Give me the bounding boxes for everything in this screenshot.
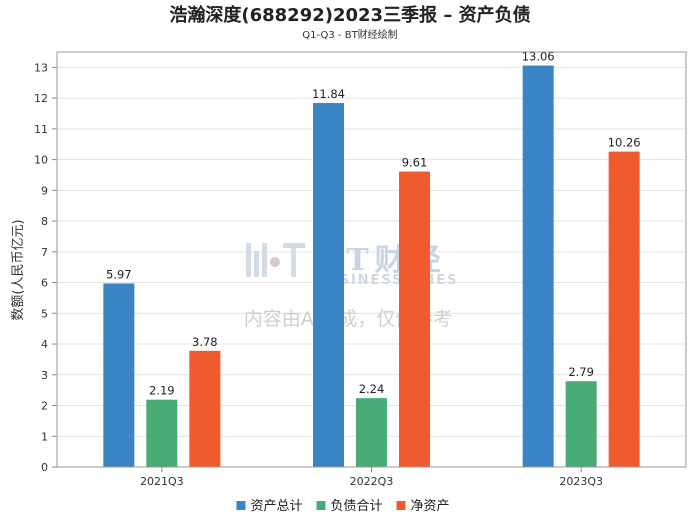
- y-tick-label-0: 0: [41, 461, 48, 474]
- bar-2022Q3-资产总计: [313, 103, 344, 467]
- data-label-2021Q3-净资产: 3.78: [192, 335, 218, 349]
- bars: [103, 65, 640, 467]
- y-tick-label-7: 7: [41, 246, 48, 259]
- x-tick-label-2023Q3: 2023Q3: [559, 475, 603, 488]
- data-label-2022Q3-资产总计: 11.84: [312, 87, 345, 101]
- legend-swatch-负债合计: [316, 501, 326, 510]
- y-tick-label-11: 11: [34, 123, 48, 136]
- grid-lines: [57, 66, 686, 437]
- y-tick-label-1: 1: [41, 430, 48, 443]
- x-tick-label-2022Q3: 2022Q3: [350, 475, 394, 488]
- y-tick-label-13: 13: [34, 61, 48, 74]
- data-label-2023Q3-净资产: 10.26: [608, 136, 641, 150]
- y-tick-label-6: 6: [41, 277, 48, 290]
- chart-subtitle: Q1-Q3 - BT财经绘制: [302, 28, 397, 41]
- y-tick-label-12: 12: [34, 92, 48, 105]
- bar-2021Q3-资产总计: [103, 283, 135, 467]
- legend: 资产总计 负债合计 净资产: [236, 499, 450, 514]
- bar-2022Q3-净资产: [399, 171, 430, 467]
- legend-swatch-资产总计: [236, 501, 246, 510]
- bar-2021Q3-净资产: [189, 350, 221, 467]
- data-label-2021Q3-资产总计: 5.97: [106, 267, 132, 281]
- bar-2022Q3-负债合计: [356, 398, 387, 467]
- bar-2023Q3-资产总计: [522, 65, 554, 467]
- data-label-2021Q3-负债合计: 2.19: [149, 384, 175, 398]
- y-tick-label-4: 4: [41, 338, 48, 351]
- y-tick-label-3: 3: [41, 369, 48, 382]
- legend-label-资产总计: 资产总计: [251, 499, 303, 514]
- x-tick-label-2021Q3: 2021Q3: [140, 475, 184, 488]
- data-label-2022Q3-净资产: 9.61: [402, 156, 428, 170]
- y-tick-label-2: 2: [41, 400, 48, 413]
- y-tick-label-10: 10: [34, 154, 48, 167]
- legend-swatch-净资产: [396, 501, 406, 510]
- y-tick-label-8: 8: [41, 215, 48, 228]
- y-tick-label-5: 5: [41, 307, 48, 320]
- watermark-logo-icon: [246, 243, 305, 277]
- bar-2023Q3-负债合计: [565, 381, 597, 467]
- legend-label-净资产: 净资产: [411, 499, 450, 514]
- data-label-2023Q3-负债合计: 2.79: [568, 365, 594, 379]
- bar-2023Q3-净资产: [608, 151, 640, 467]
- data-label-2023Q3-资产总计: 13.06: [522, 50, 555, 64]
- legend-label-负债合计: 负债合计: [331, 499, 383, 514]
- data-labels: 5.97 2.19 3.78 11.84 2.24 9.61 13.06 2.79 10.26: [106, 50, 641, 398]
- y-tick-label-9: 9: [41, 184, 48, 197]
- y-axis-label: 数额(人民币亿元): [11, 219, 26, 320]
- bar-2021Q3-负债合计: [146, 399, 178, 467]
- data-label-2022Q3-负债合计: 2.24: [359, 382, 385, 396]
- chart-title: 浩瀚深度(688292)2023三季报 – 资产负债: [169, 4, 530, 26]
